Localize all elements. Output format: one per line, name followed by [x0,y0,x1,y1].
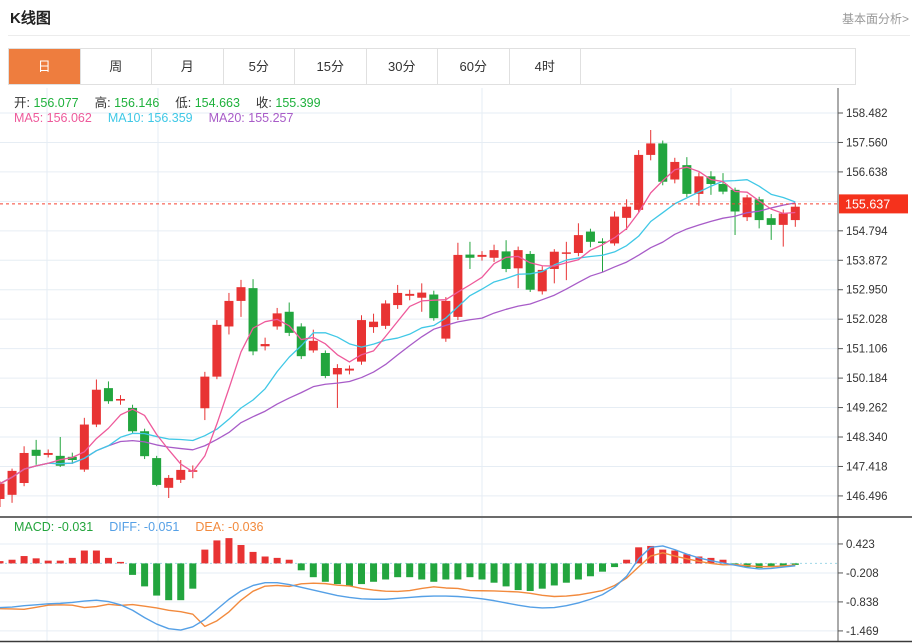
price-tick-148.340: 148.340 [846,432,888,444]
ohlc-row-收: 收: 155.399 [255,96,321,110]
macd-tick-0.423: 0.423 [846,539,875,551]
ohlc-row-高: 高: 156.146 [94,96,160,110]
tab-15分[interactable]: 15分 [295,49,367,84]
ma-row-MA10: MA10: 156.359 [107,111,193,125]
macd-tick--0.208: -0.208 [846,568,879,580]
price-tick-151.106: 151.106 [846,344,888,356]
current-price-tag-text: 155.637 [845,197,890,211]
macd-row-DEA: DEA: -0.036 [195,520,264,534]
tab-30分[interactable]: 30分 [367,49,438,84]
ohlc-row-低: 低: 154.663 [175,96,240,110]
macd-row-DIFF: DIFF: -0.051 [109,520,180,534]
ma-row-MA5: MA5: 156.062 [14,111,92,125]
price-tick-146.496: 146.496 [846,491,888,503]
current-price-tag [839,194,908,214]
page-title: K线图 [10,10,51,27]
price-tick-156.638: 156.638 [846,167,888,179]
price-tick-153.872: 153.872 [846,255,888,267]
ohlc-readout: 开: 156.077 高: 156.146 低: 154.663 收: 155.399 [14,92,337,111]
price-tick-147.418: 147.418 [846,461,888,473]
ma-readout: MA5: 156.062 MA10: 156.359 MA20: 155.257 [14,111,309,125]
interval-tabbar: 日周月 5分 15分 30分 60分 4时 [8,48,856,85]
tab-周[interactable]: 周 [81,49,152,84]
header-divider [8,35,910,36]
price-tick-152.028: 152.028 [846,314,888,326]
macd-tick--1.469: -1.469 [846,626,879,638]
tab-日[interactable]: 日 [9,49,81,84]
ma-row-MA20: MA20: 155.257 [208,111,294,125]
price-tick-149.262: 149.262 [846,403,888,415]
macd-readout: MACD: -0.031 DIFF: -0.051 DEA: -0.036 [14,520,279,534]
price-tick-158.482: 158.482 [846,108,888,120]
tab-60分[interactable]: 60分 [438,49,510,84]
price-tick-152.950: 152.950 [846,285,888,297]
tab-5分[interactable]: 5分 [224,49,295,84]
price-tick-150.184: 150.184 [846,373,888,385]
price-tick-154.794: 154.794 [846,226,888,238]
tab-月[interactable]: 月 [152,49,224,84]
price-tick-157.560: 157.560 [846,137,888,149]
ohlc-row-开: 开: 156.077 [14,96,79,110]
macd-row-MACD: MACD: -0.031 [14,520,94,534]
macd-tick--0.838: -0.838 [846,597,879,609]
tab-4时[interactable]: 4时 [510,49,581,84]
fundamental-analysis-link[interactable]: 基本面分析> [841,12,909,26]
